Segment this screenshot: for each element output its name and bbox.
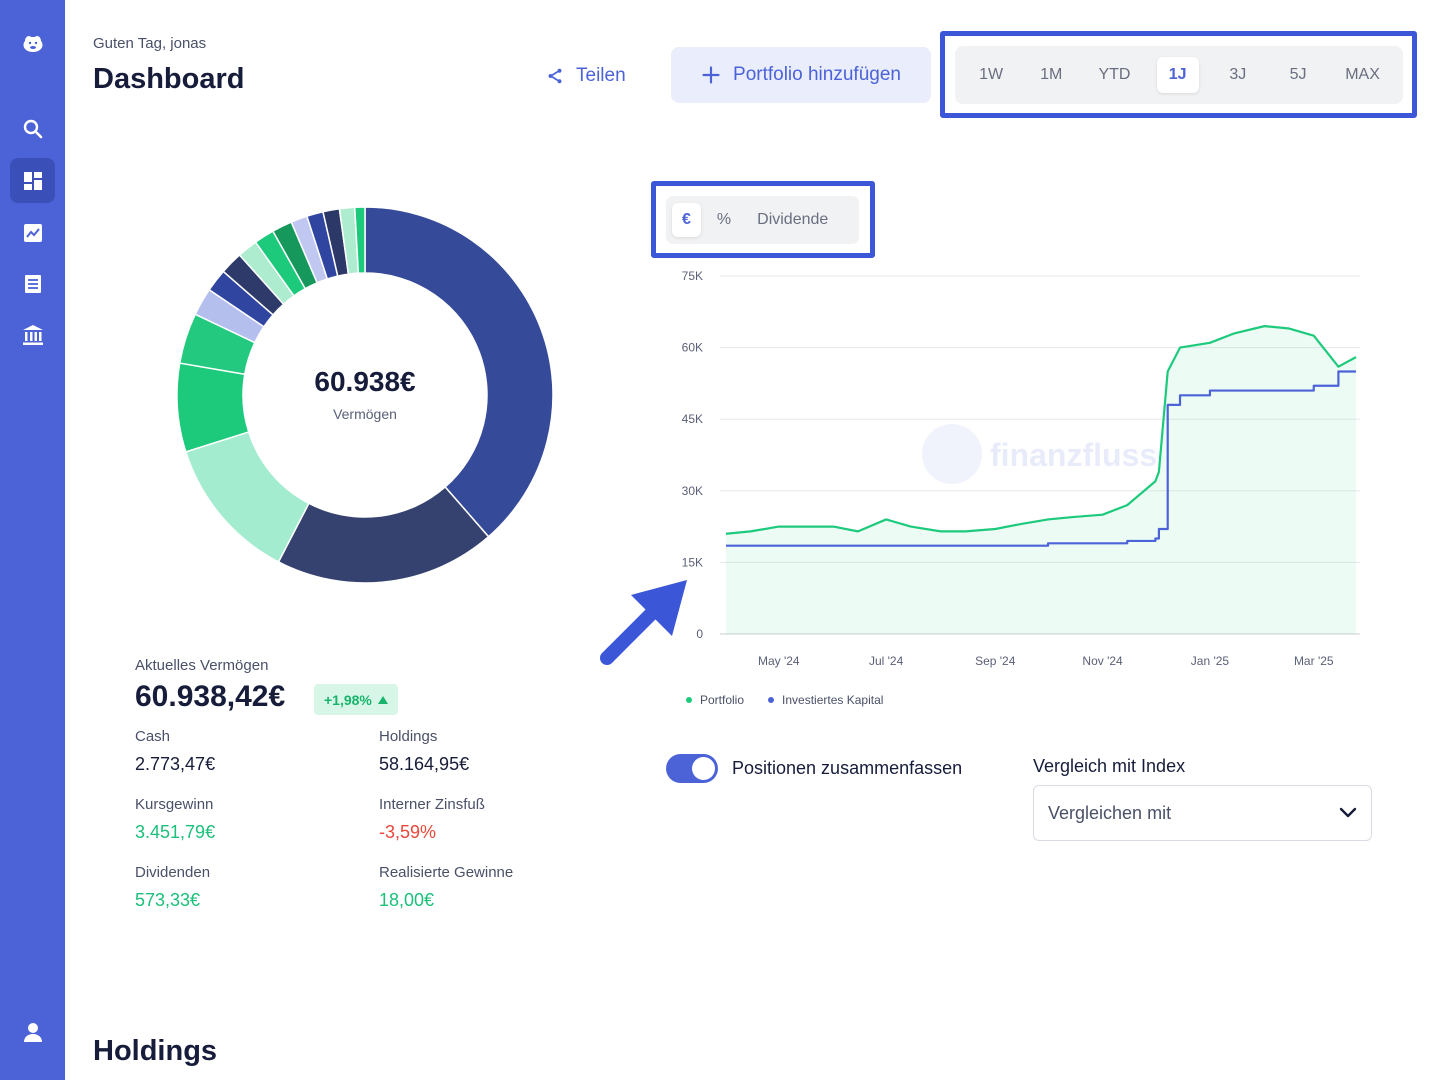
y-tick-label: 45K — [682, 412, 703, 426]
range-1w[interactable]: 1W — [979, 66, 1004, 83]
chart-series — [725, 325, 1357, 634]
search-icon[interactable] — [10, 106, 55, 151]
donut-center: 60.938€ Vermögen — [170, 366, 560, 422]
user-icon[interactable] — [10, 1009, 55, 1054]
cash-label: Cash — [135, 728, 171, 745]
legend-portfolio[interactable]: Portfolio — [686, 693, 744, 707]
toggle-knob — [692, 757, 715, 780]
range-3j[interactable]: 3J — [1229, 66, 1247, 83]
realisiert-value: 18,00€ — [379, 890, 435, 910]
time-range-highlight — [940, 31, 1417, 118]
mode-euro[interactable]: € — [672, 203, 701, 237]
x-tick-label: Nov '24 — [1082, 654, 1123, 668]
mode-dividend[interactable]: Dividende — [757, 211, 829, 228]
compare-index-label: Vergleich mit Index — [1033, 756, 1186, 776]
chart-grid — [720, 275, 1360, 635]
current-assets-label: Aktuelles Vermögen — [135, 657, 269, 674]
range-1j[interactable]: 1J — [1156, 57, 1199, 93]
legend-portfolio-label: Portfolio — [700, 693, 745, 707]
y-tick-label: 15K — [682, 555, 703, 569]
realisiert-label: Realisierte Gewinne — [379, 864, 514, 881]
sidebar — [0, 0, 65, 1080]
portfolio-area — [726, 326, 1356, 634]
chart-mode-selector: € % Dividende — [666, 196, 859, 244]
share-label: Teilen — [576, 65, 626, 86]
donut-slice-16[interactable] — [353, 206, 366, 274]
chart-mode-highlight — [651, 181, 875, 258]
chevron-down-icon — [1339, 807, 1357, 818]
chart-labels: 75K 60K 45K 30K 15K 0 May '24 Jul '24 Sep '24 Nov… — [682, 269, 1334, 668]
share-button[interactable]: Teilen — [540, 58, 632, 94]
compare-index-select[interactable]: Vergleichen mit — [1033, 785, 1372, 841]
x-tick-label: Jul '24 — [869, 654, 904, 668]
add-portfolio-label: Portfolio hinzufügen — [733, 64, 901, 85]
cash-value: 2.773,47€ — [135, 754, 216, 774]
compare-index-placeholder: Vergleichen mit — [1048, 802, 1172, 823]
chart-legend: Portfolio Investiertes Kapital — [686, 693, 883, 707]
page-title: Dashboard — [93, 63, 245, 95]
invested-capital-line[interactable] — [726, 370, 1356, 547]
y-tick-label: 60K — [682, 341, 703, 355]
x-tick-label: Sep '24 — [975, 654, 1016, 668]
change-badge: +1,98% — [314, 684, 398, 715]
plus-icon — [702, 66, 720, 84]
range-1m[interactable]: 1M — [1040, 66, 1063, 83]
donut-slice-1[interactable] — [364, 206, 554, 538]
donut-center-value: 60.938€ — [314, 366, 416, 397]
range-max[interactable]: MAX — [1345, 66, 1380, 83]
arrow-up-icon — [377, 695, 388, 704]
dividenden-value: 573,33€ — [135, 890, 201, 910]
x-tick-label: Jan '25 — [1191, 654, 1230, 668]
legend-dot-invested — [768, 697, 775, 703]
hippo-logo-icon[interactable] — [10, 21, 55, 66]
portfolio-line-chart: finanzfluss 75K 60K 45K 30K 15K 0 May '24 Jul '… — [682, 269, 1360, 668]
range-ytd[interactable]: YTD — [1098, 66, 1131, 83]
add-portfolio-button[interactable]: Portfolio hinzufügen — [671, 47, 931, 103]
dashboard-icon[interactable] — [10, 158, 55, 203]
y-tick-label: 30K — [682, 484, 703, 498]
legend-dot-portfolio — [686, 697, 692, 703]
summarize-positions-label: Positionen zusammenfassen — [732, 758, 963, 778]
greeting: Guten Tag, jonas — [93, 35, 207, 52]
y-tick-label: 0 — [696, 627, 703, 641]
range-5j[interactable]: 5J — [1289, 66, 1307, 83]
chart-watermark: finanzfluss — [922, 424, 1157, 484]
share-icon — [548, 68, 562, 84]
document-list-icon[interactable] — [10, 261, 55, 306]
current-assets-value: 60.938,42€ — [135, 680, 286, 713]
kursgewinn-label: Kursgewinn — [135, 796, 214, 813]
bank-icon[interactable] — [10, 312, 55, 357]
donut-center-label: Vermögen — [333, 406, 397, 422]
mode-percent[interactable]: % — [716, 211, 732, 228]
dividenden-label: Dividenden — [135, 864, 211, 881]
zinsfuss-label: Interner Zinsfuß — [379, 796, 485, 813]
holdings-title: Holdings — [93, 1035, 218, 1067]
chart-icon[interactable] — [10, 210, 55, 255]
zinsfuss-value: -3,59% — [379, 822, 437, 842]
holdings-value: 58.164,95€ — [379, 754, 470, 774]
x-tick-label: Mar '25 — [1294, 654, 1334, 668]
change-badge-value: +1,98% — [324, 691, 372, 708]
watermark-text: finanzfluss — [990, 437, 1157, 473]
pointer-arrow-icon — [600, 580, 687, 665]
legend-invested-label: Investiertes Kapital — [782, 693, 884, 707]
summarize-positions-toggle[interactable] — [666, 754, 718, 783]
portfolio-line[interactable] — [725, 325, 1357, 535]
kursgewinn-value: 3.451,79€ — [135, 822, 216, 842]
allocation-donut-chart — [176, 206, 554, 584]
holdings-label: Holdings — [379, 728, 438, 745]
time-range-selector: 1W 1M YTD 1J 3J 5J MAX — [955, 46, 1403, 104]
y-tick-label: 75K — [682, 269, 703, 283]
donut-slice-2[interactable] — [277, 485, 490, 584]
legend-invested[interactable]: Investiertes Kapital — [768, 693, 883, 707]
x-tick-label: May '24 — [758, 654, 800, 668]
